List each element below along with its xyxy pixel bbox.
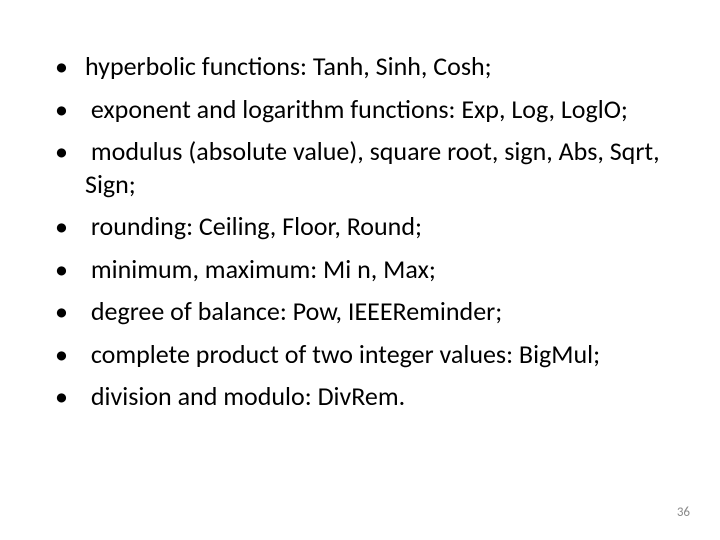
bullet-icon: • [55, 380, 85, 413]
list-item: • exponent and logarithm functions: Exp,… [55, 93, 665, 126]
slide-content: •hyperbolic functions: Tanh, Sinh, Cosh;… [55, 50, 665, 423]
bullet-icon: • [55, 338, 85, 371]
bullet-text: complete product of two integer values: … [85, 338, 600, 370]
bullet-text: minimum, maximum: Mi n, Max; [85, 253, 436, 285]
list-item: • modulus (absolute value), square root,… [55, 135, 665, 200]
bullet-icon: • [55, 295, 85, 328]
bullet-text: division and modulo: DivRem. [85, 380, 405, 412]
list-item: • degree of balance: Pow, IEEEReminder; [55, 295, 665, 328]
bullet-text: exponent and logarithm functions: Exp, L… [85, 93, 628, 125]
bullet-text: hyperbolic functions: Tanh, Sinh, Cosh; [85, 50, 492, 82]
bullet-text: modulus (absolute value), square root, s… [85, 135, 660, 200]
bullet-icon: • [55, 253, 85, 286]
list-item: • complete product of two integer values… [55, 338, 665, 371]
bullet-icon: • [55, 50, 85, 83]
bullet-icon: • [55, 210, 85, 243]
bullet-text: rounding: Ceiling, Floor, Round; [85, 210, 422, 242]
bullet-text: degree of balance: Pow, IEEEReminder; [85, 295, 502, 327]
list-item: •hyperbolic functions: Tanh, Sinh, Cosh; [55, 50, 665, 83]
bullet-icon: • [55, 93, 85, 126]
bullet-icon: • [55, 135, 85, 168]
bullet-list: •hyperbolic functions: Tanh, Sinh, Cosh;… [55, 50, 665, 413]
list-item: • division and modulo: DivRem. [55, 380, 665, 413]
list-item: • rounding: Ceiling, Floor, Round; [55, 210, 665, 243]
list-item: • minimum, maximum: Mi n, Max; [55, 253, 665, 286]
page-number: 36 [677, 505, 690, 520]
